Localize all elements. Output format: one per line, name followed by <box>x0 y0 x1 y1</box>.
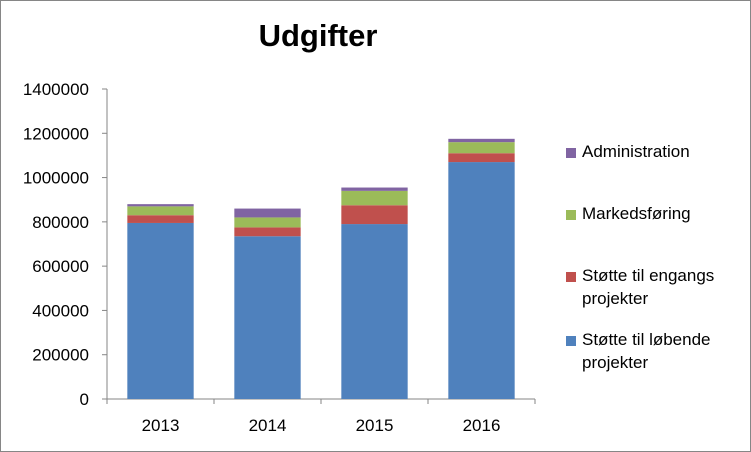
bar-segment <box>341 190 408 206</box>
y-tick-label: 400000 <box>32 301 89 320</box>
legend-swatch <box>566 210 576 220</box>
y-tick-label: 200000 <box>32 346 89 365</box>
bar-segment <box>341 205 408 225</box>
y-tick-label: 800000 <box>32 213 89 232</box>
legend-label-line2: projekter <box>582 353 649 372</box>
y-tick-label: 1000000 <box>23 169 89 188</box>
bar-segment <box>234 208 301 218</box>
legend-label: Administration <box>582 142 690 161</box>
bar-segment <box>448 153 515 163</box>
bar-segment <box>234 227 301 237</box>
chart-title: Udgifter <box>258 18 378 53</box>
y-tick-label: 0 <box>80 390 89 409</box>
bar-segment <box>127 204 194 207</box>
legend-swatch <box>566 336 576 346</box>
bar-segment <box>127 215 194 223</box>
x-tick-label: 2013 <box>142 416 180 435</box>
legend-swatch <box>566 272 576 282</box>
legend-swatch <box>566 148 576 158</box>
bar-segment <box>127 206 194 216</box>
x-tick-label: 2016 <box>463 416 501 435</box>
bar-segment <box>448 142 515 154</box>
bar-segment <box>341 187 408 191</box>
bar-segment <box>234 217 301 228</box>
bar-segment <box>448 138 515 143</box>
bar-segment <box>234 236 301 399</box>
legend-label-line2: projekter <box>582 289 649 308</box>
bar-segment <box>341 224 408 399</box>
x-tick-label: 2015 <box>356 416 394 435</box>
y-tick-label: 1400000 <box>23 80 89 99</box>
legend-label: Støtte til engangs <box>582 266 715 285</box>
legend-label: Markedsføring <box>582 204 691 223</box>
bar-segment <box>448 162 515 399</box>
y-tick-label: 1200000 <box>23 124 89 143</box>
x-tick-label: 2014 <box>249 416 287 435</box>
bar-segment <box>127 222 194 399</box>
legend-label: Støtte til løbende <box>582 330 711 349</box>
y-tick-label: 600000 <box>32 257 89 276</box>
